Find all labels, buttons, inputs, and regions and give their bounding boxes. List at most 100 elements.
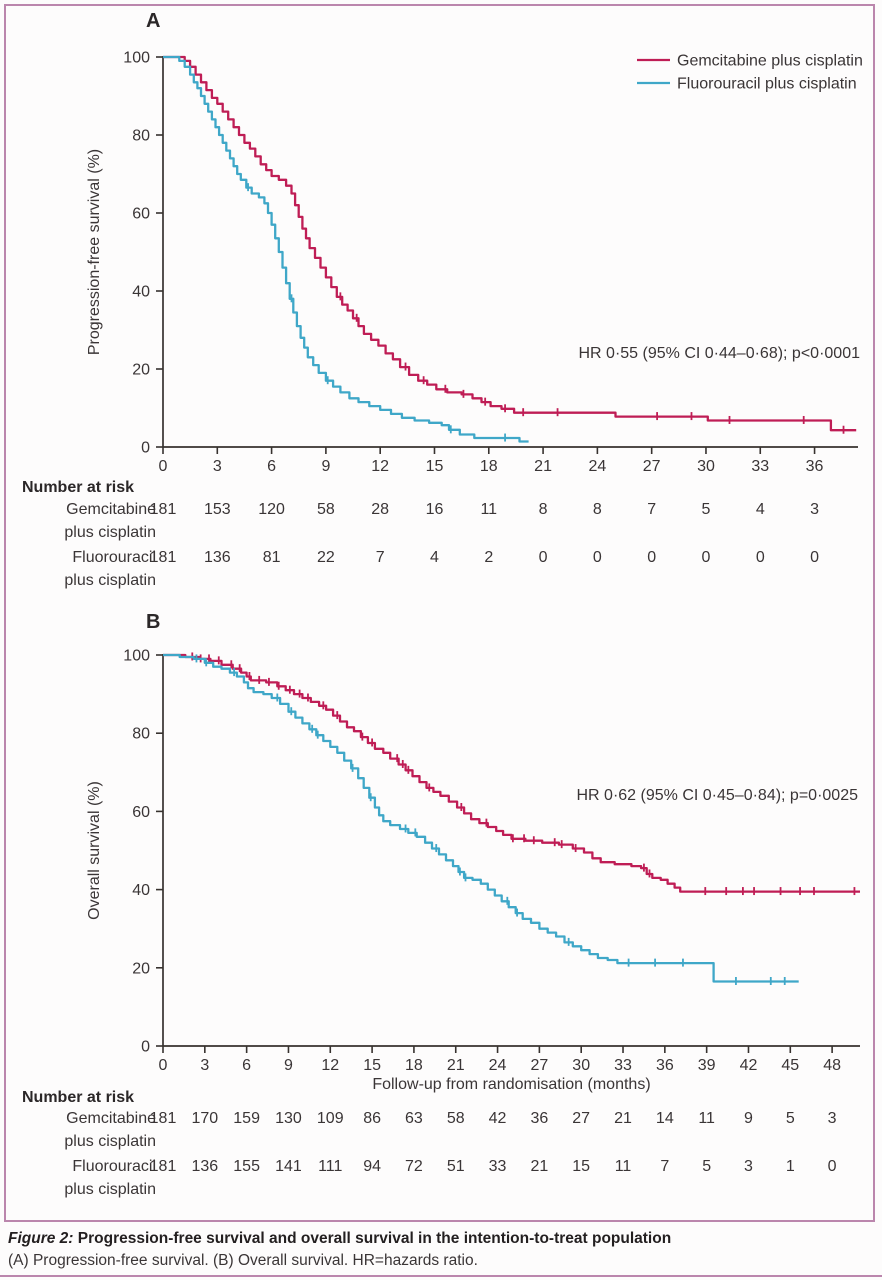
risk-row-label: plus cisplatin (64, 524, 156, 541)
x-tick-label: 36 (806, 458, 824, 475)
x-tick-label: 6 (267, 458, 276, 475)
x-tick-label: 0 (159, 1057, 168, 1074)
risk-count: 11 (480, 501, 498, 518)
risk-count: 5 (701, 501, 711, 518)
x-axis-title: Follow-up from randomisation (months) (372, 1076, 650, 1093)
caption-note: (A) Progression-free survival. (B) Overa… (8, 1252, 478, 1270)
risk-count: 2 (484, 549, 494, 566)
x-tick-label: 15 (363, 1057, 381, 1074)
y-tick-label: 40 (132, 284, 150, 301)
risk-count: 141 (275, 1158, 302, 1175)
figure-frame (4, 4, 875, 1222)
risk-count: 0 (810, 549, 820, 566)
risk-count: 111 (318, 1158, 343, 1175)
y-tick-label: 60 (132, 206, 150, 223)
hr-annotation: HR 0·62 (95% CI 0·45–0·84); p=0·0025 (577, 787, 859, 804)
risk-count: 155 (233, 1158, 260, 1175)
risk-row-label: plus cisplatin (64, 1181, 156, 1198)
y-tick-label: 60 (132, 804, 150, 821)
risk-count: 21 (530, 1158, 549, 1175)
figure-number-label: Figure 2: (8, 1230, 74, 1247)
risk-count: 130 (275, 1110, 302, 1127)
risk-count: 81 (262, 549, 281, 566)
risk-count: 7 (647, 501, 657, 518)
risk-count: 27 (572, 1110, 591, 1127)
x-tick-label: 30 (697, 458, 715, 475)
risk-count: 8 (538, 501, 548, 518)
risk-row-label: plus cisplatin (64, 1133, 156, 1150)
x-tick-label: 45 (781, 1057, 799, 1074)
risk-count: 3 (744, 1158, 753, 1175)
risk-count: 181 (149, 1110, 177, 1127)
risk-count: 4 (755, 501, 765, 518)
x-tick-label: 36 (656, 1057, 674, 1074)
risk-count: 94 (363, 1158, 381, 1175)
legend-label: Gemcitabine plus cisplatin (677, 53, 863, 70)
risk-count: 86 (363, 1110, 381, 1127)
x-tick-label: 39 (698, 1057, 716, 1074)
bottom-divider-rule (0, 1275, 882, 1277)
risk-count: 5 (702, 1158, 712, 1175)
risk-count: 8 (592, 501, 602, 518)
risk-count: 0 (592, 549, 602, 566)
y-tick-label: 0 (141, 1039, 150, 1056)
risk-count: 33 (488, 1158, 507, 1175)
km-curve (163, 55, 857, 432)
risk-table-header: Number at risk (22, 1089, 135, 1106)
x-tick-label: 21 (447, 1057, 465, 1074)
risk-count: 9 (744, 1110, 753, 1127)
legend-label: Fluorouracil plus cisplatin (677, 76, 857, 93)
x-tick-label: 42 (740, 1057, 758, 1074)
risk-count: 58 (316, 501, 335, 518)
risk-count: 11 (614, 1158, 632, 1175)
x-tick-label: 18 (405, 1057, 423, 1074)
risk-count: 58 (446, 1110, 465, 1127)
y-axis-title: Overall survival (%) (86, 781, 103, 920)
risk-count: 15 (572, 1158, 591, 1175)
x-tick-label: 18 (480, 458, 498, 475)
risk-count: 63 (405, 1110, 423, 1127)
x-tick-label: 3 (200, 1057, 209, 1074)
caption-line-1: Figure 2: Progression-free survival and … (8, 1228, 671, 1250)
risk-count: 5 (785, 1110, 795, 1127)
y-tick-label: 100 (123, 648, 150, 665)
risk-count: 51 (446, 1158, 465, 1175)
risk-row-label: Fluorouracil (72, 549, 156, 566)
risk-count: 0 (755, 549, 765, 566)
risk-row-label: Fluorouracil (72, 1158, 156, 1175)
risk-count: 7 (375, 549, 385, 566)
y-tick-label: 40 (132, 882, 150, 899)
risk-count: 170 (191, 1110, 219, 1127)
x-tick-label: 9 (321, 458, 330, 475)
panel-letter-b: B (146, 611, 161, 633)
risk-row-label: plus cisplatin (64, 572, 156, 589)
y-tick-label: 80 (132, 726, 150, 743)
y-tick-label: 0 (141, 440, 150, 457)
risk-table-header: Number at risk (22, 479, 135, 496)
hr-annotation: HR 0·55 (95% CI 0·44–0·68); p<0·0001 (579, 345, 861, 362)
x-tick-label: 27 (530, 1057, 548, 1074)
risk-count: 72 (405, 1158, 423, 1175)
x-tick-label: 6 (242, 1057, 251, 1074)
risk-count: 22 (316, 549, 335, 566)
risk-count: 28 (371, 501, 390, 518)
panel-letter-a: A (146, 10, 161, 32)
risk-count: 16 (425, 501, 444, 518)
km-curve (163, 653, 860, 893)
risk-count: 159 (233, 1110, 260, 1127)
risk-count: 0 (701, 549, 711, 566)
risk-count: 181 (149, 501, 177, 518)
x-tick-label: 12 (321, 1057, 339, 1074)
y-axis-title: Progression-free survival (%) (86, 149, 103, 355)
risk-count: 3 (827, 1110, 837, 1127)
risk-count: 11 (698, 1110, 715, 1127)
x-tick-label: 24 (489, 1057, 507, 1074)
risk-count: 136 (191, 1158, 219, 1175)
risk-count: 36 (530, 1110, 549, 1127)
risk-count: 3 (810, 501, 820, 518)
risk-count: 181 (149, 549, 177, 566)
risk-count: 153 (203, 501, 231, 518)
km-curve (163, 653, 799, 983)
x-tick-label: 24 (588, 458, 606, 475)
